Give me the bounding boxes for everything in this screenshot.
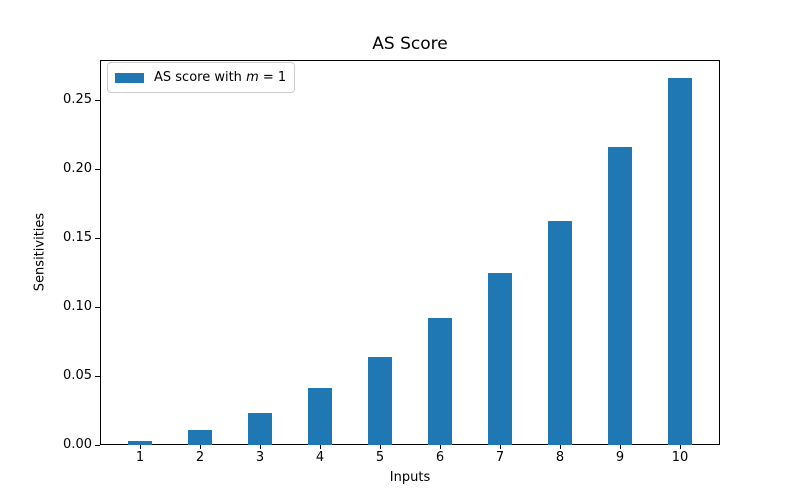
bar-input-1 [128, 441, 152, 445]
bar-input-8 [548, 221, 572, 445]
legend-entry-label: AS score with m = 1 [154, 70, 287, 85]
x-tick-mark [500, 445, 501, 449]
y-tick-label: 0.10 [63, 299, 92, 314]
bar-input-5 [368, 357, 392, 445]
bar-input-10 [668, 78, 692, 445]
legend: AS score with m = 1 [107, 62, 295, 93]
x-tick-mark [680, 445, 681, 449]
x-tick-label: 4 [315, 450, 325, 465]
x-tick-label: 1 [135, 450, 145, 465]
x-tick-mark [320, 445, 321, 449]
bar-input-2 [188, 430, 212, 445]
y-tick-label: 0.05 [63, 368, 92, 383]
y-tick-mark [95, 445, 100, 446]
y-tick-mark [95, 100, 100, 101]
chart-title: AS Score [372, 34, 448, 54]
y-tick-label: 0.15 [63, 230, 92, 245]
x-tick-label: 5 [375, 450, 385, 465]
x-tick-mark [140, 445, 141, 449]
x-tick-label: 7 [495, 450, 505, 465]
y-tick-label: 0.25 [63, 92, 92, 107]
bar-input-4 [308, 388, 332, 445]
bar-input-9 [608, 147, 632, 445]
bar-input-7 [488, 273, 512, 445]
x-tick-label: 10 [671, 450, 689, 465]
x-axis-label: Inputs [389, 470, 431, 485]
x-tick-mark [620, 445, 621, 449]
x-tick-mark [380, 445, 381, 449]
bar-input-3 [248, 413, 272, 445]
x-tick-label: 2 [195, 450, 205, 465]
y-tick-label: 0.20 [63, 161, 92, 176]
bar-input-6 [428, 318, 452, 445]
x-tick-label: 8 [555, 450, 565, 465]
y-tick-mark [95, 376, 100, 377]
x-tick-mark [260, 445, 261, 449]
y-tick-mark [95, 238, 100, 239]
x-tick-mark [200, 445, 201, 449]
x-tick-mark [440, 445, 441, 449]
x-tick-mark [560, 445, 561, 449]
x-tick-label: 6 [435, 450, 445, 465]
y-tick-mark [95, 307, 100, 308]
y-tick-label: 0.00 [63, 437, 92, 452]
legend-swatch [115, 72, 144, 83]
y-tick-mark [95, 169, 100, 170]
x-tick-label: 3 [255, 450, 265, 465]
x-tick-label: 9 [615, 450, 625, 465]
